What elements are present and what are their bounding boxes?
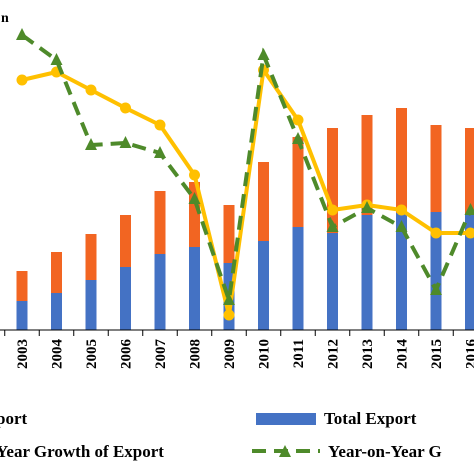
bar-total-export-2011 <box>292 227 304 330</box>
point-yoy-growth-2016 <box>464 203 474 215</box>
bar-total-export-2003 <box>16 301 28 330</box>
x-tick-label-2010: 2010 <box>257 339 273 369</box>
bar-orange-2013 <box>361 115 373 215</box>
point-yoy-growth-2010 <box>257 48 270 60</box>
bar-orange-2006 <box>120 215 131 267</box>
bar-total-export-2006 <box>120 267 131 330</box>
point-growth-export-2015 <box>430 227 442 239</box>
bar-orange-2008 <box>189 182 200 247</box>
bar-total-export-2016 <box>465 215 474 330</box>
legend: port Total Export Year Growth of Export Yea… <box>0 409 442 461</box>
point-growth-export-2016 <box>465 227 474 239</box>
bar-total-export-2014 <box>396 213 407 330</box>
point-yoy-growth-2011 <box>292 132 304 144</box>
bar-total-export-2013 <box>361 215 373 330</box>
point-yoy-growth-2015 <box>430 283 442 295</box>
legend-swatch-total-export <box>256 413 316 425</box>
x-tick-label-2012: 2012 <box>326 339 342 369</box>
point-yoy-growth-2007 <box>154 146 166 158</box>
point-growth-export-2011 <box>292 114 304 126</box>
point-growth-export-2005 <box>85 84 97 96</box>
bar-total-export-2015 <box>430 212 442 330</box>
lines-layer <box>16 28 474 321</box>
bar-orange-2012 <box>327 128 338 233</box>
x-axis-ticks <box>4 330 454 336</box>
bar-orange-2007 <box>154 191 166 254</box>
x-tick-label-2015: 2015 <box>429 339 445 369</box>
point-yoy-growth-2003 <box>16 28 28 40</box>
point-yoy-growth-2005 <box>85 138 97 150</box>
bar-orange-2010 <box>258 162 269 241</box>
legend-label-orange: port <box>0 409 28 428</box>
bar-orange-2005 <box>85 234 97 280</box>
bar-orange-2004 <box>51 252 62 293</box>
series-line-growth-export <box>21 68 471 317</box>
bar-total-export-2012 <box>327 233 338 330</box>
x-tick-label-2011: 2011 <box>291 339 307 368</box>
point-growth-export-2003 <box>16 74 28 86</box>
bars-layer <box>16 108 474 330</box>
corner-label: n <box>1 11 9 26</box>
point-yoy-growth-2006 <box>119 136 132 148</box>
point-growth-export-2009 <box>223 309 235 321</box>
point-growth-export-2012 <box>327 204 338 216</box>
bar-total-export-2004 <box>51 293 62 330</box>
point-yoy-growth-2009 <box>223 293 235 305</box>
point-growth-export-2008 <box>189 169 200 181</box>
legend-marker-yoy-growth <box>279 445 291 457</box>
x-tick-label-2004: 2004 <box>50 339 66 370</box>
point-growth-export-2006 <box>120 102 131 114</box>
bar-orange-2015 <box>430 125 442 212</box>
legend-label-total-export: Total Export <box>324 409 417 428</box>
x-tick-label-2007: 2007 <box>153 339 169 370</box>
legend-label-yoy-growth: Year-on-Year G <box>328 442 442 461</box>
point-growth-export-2014 <box>396 204 407 216</box>
point-yoy-growth-2013 <box>361 201 373 213</box>
point-yoy-growth-2012 <box>326 220 339 232</box>
point-yoy-growth-2004 <box>50 53 63 65</box>
x-tick-label-2014: 2014 <box>395 339 411 370</box>
x-tick-label-2016: 2016 <box>464 339 474 370</box>
bar-orange-2009 <box>223 205 235 263</box>
bar-orange-2003 <box>16 271 28 301</box>
x-tick-label-2009: 2009 <box>222 339 238 369</box>
bar-orange-2011 <box>292 137 304 227</box>
bar-orange-2016 <box>465 128 474 215</box>
legend-label-growth-export: Year Growth of Export <box>0 442 164 461</box>
bar-total-export-2005 <box>85 280 97 330</box>
point-yoy-growth-2008 <box>188 192 201 204</box>
x-tick-label-2013: 2013 <box>360 339 376 369</box>
series-line-yoy-growth <box>20 33 473 301</box>
x-tick-label-2008: 2008 <box>188 339 204 369</box>
x-tick-label-2005: 2005 <box>84 339 100 369</box>
bar-total-export-2010 <box>258 241 269 330</box>
x-tick-label-2003: 2003 <box>15 339 31 369</box>
bar-orange-2014 <box>396 108 407 213</box>
bar-total-export-2008 <box>189 247 200 330</box>
x-tick-label-2006: 2006 <box>119 339 135 370</box>
point-yoy-growth-2014 <box>395 220 408 232</box>
bar-total-export-2007 <box>154 254 166 330</box>
x-axis-labels: 2003 2004 2005 2006 2007 2008 2009 2010 2011 2012… <box>15 339 474 370</box>
point-growth-export-2007 <box>154 119 166 131</box>
